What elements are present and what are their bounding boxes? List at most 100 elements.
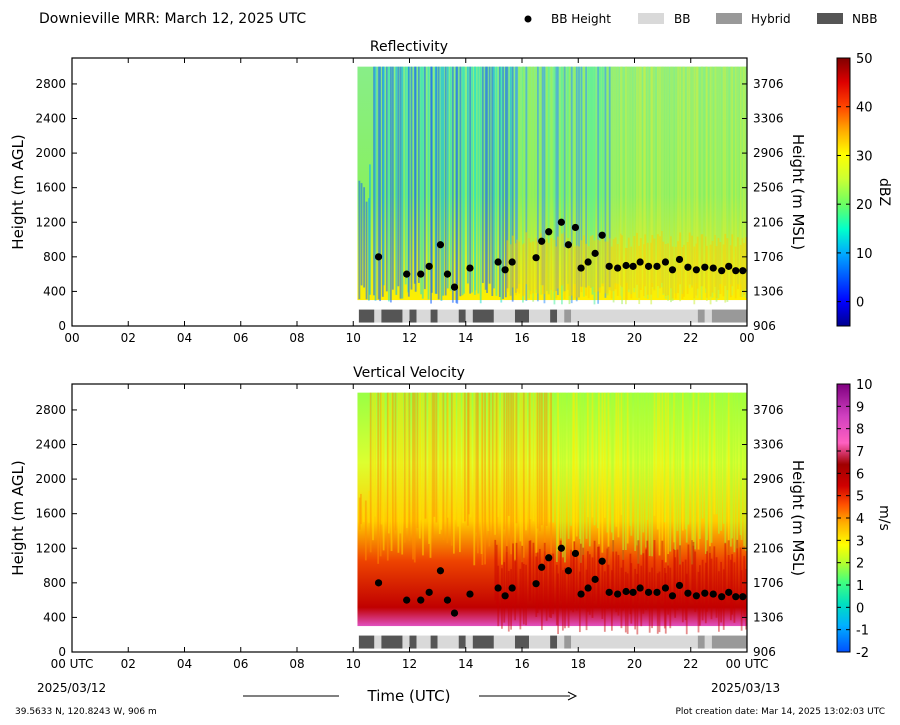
bb-height-point <box>629 588 637 596</box>
field-streak <box>505 392 508 553</box>
field-streak <box>504 66 507 298</box>
y-tick-label: 1600 <box>35 507 66 521</box>
field-streak <box>620 66 622 296</box>
field-streak <box>679 66 682 302</box>
field-streak-low <box>538 548 541 610</box>
field-streak-low <box>661 540 664 602</box>
reflectivity-field <box>357 66 747 305</box>
field-streak <box>481 392 484 565</box>
field-streak <box>374 392 377 517</box>
field-streak <box>433 392 436 517</box>
field-streak-low <box>617 555 620 616</box>
field-streak <box>555 66 558 291</box>
field-streak-low <box>536 241 539 294</box>
reflectivity-bb-type-bar <box>358 309 747 323</box>
field-streak <box>634 392 637 552</box>
field-streak <box>683 66 685 291</box>
field-streak <box>442 392 445 541</box>
field-streak <box>467 392 470 515</box>
field-streak-low <box>739 547 742 609</box>
field-streak-low <box>685 573 688 635</box>
y-tick-label-right: 3706 <box>753 77 784 91</box>
bb-height-point <box>692 592 700 600</box>
field-streak-low <box>717 571 720 632</box>
field-streak-low <box>509 244 512 297</box>
bb-height-point <box>718 267 726 275</box>
x-tick-label: 18 <box>571 657 586 671</box>
field-streak <box>561 392 564 558</box>
bb-height-point <box>591 575 599 583</box>
y-tick-label: 2000 <box>35 146 66 160</box>
x-tick-label: 20 <box>627 331 642 345</box>
field-streak-low <box>637 540 640 601</box>
field-streak-low <box>681 247 684 299</box>
bb-type-segment-nbb <box>409 635 417 649</box>
bb-height-point <box>605 588 613 596</box>
legend-dot-bb-height <box>524 15 532 23</box>
field-streak <box>681 66 684 294</box>
field-streak-low <box>620 567 623 629</box>
field-streak-low <box>543 242 546 294</box>
field-streak-low <box>625 247 627 300</box>
field-streak <box>401 392 404 555</box>
field-streak <box>438 392 441 534</box>
field-streak <box>424 392 427 519</box>
field-streak-low <box>593 240 596 293</box>
bb-height-point <box>739 267 747 275</box>
field-streak <box>437 66 440 300</box>
field-streak <box>536 66 539 302</box>
field-streak <box>670 66 672 303</box>
bb-height-point <box>425 588 433 596</box>
y-tick-label-right: 906 <box>753 319 776 333</box>
field-streak <box>474 66 477 291</box>
field-streak <box>662 66 665 295</box>
field-streak-low <box>572 551 575 613</box>
field-streak <box>637 392 640 564</box>
y-tick-label: 0 <box>58 319 66 333</box>
field-streak-low <box>507 571 510 632</box>
y-tick-label-right: 2506 <box>753 181 784 195</box>
field-streak <box>636 392 639 546</box>
bb-height-point <box>417 270 425 278</box>
field-streak <box>401 66 404 299</box>
bb-height-point <box>684 263 692 271</box>
field-streak <box>452 392 455 554</box>
field-streak-low <box>515 542 518 604</box>
xaxis-arrow-head <box>567 691 578 701</box>
x-tick-label: 16 <box>514 657 529 671</box>
bb-height-point <box>538 237 546 245</box>
colorbar-tick-label: 30 <box>856 149 873 164</box>
y-tick-label: 0 <box>58 645 66 659</box>
field-streak <box>491 392 494 538</box>
field-streak <box>404 66 407 285</box>
field-streak-low <box>568 243 571 296</box>
field-streak-low <box>673 548 676 610</box>
x-tick-label: 00 UTC <box>726 657 769 671</box>
field-streak <box>449 66 452 291</box>
figure-title: Downieville MRR: March 12, 2025 UTC <box>39 11 306 27</box>
y-tick-label: 2800 <box>35 403 66 417</box>
field-streak-low <box>664 573 667 634</box>
field-streak-low <box>722 569 725 630</box>
field-streak <box>701 66 704 287</box>
bb-type-segment-nbb <box>458 309 466 323</box>
colorbar-tick-label: 5 <box>856 490 864 505</box>
bb-type-segment-bb <box>437 309 459 323</box>
field-streak-low <box>501 568 503 629</box>
bb-type-segment-hybrid <box>697 635 705 649</box>
field-streak <box>598 66 601 288</box>
velocity-colorbar-ticks: -2 -1 0 1 2 3 4 5 6 7 8 9 10 <box>837 378 873 661</box>
field-streak <box>514 66 517 293</box>
field-streak <box>598 392 600 545</box>
field-streak <box>692 392 695 546</box>
field-streak <box>429 392 432 558</box>
field-streak <box>473 392 476 566</box>
y-tick-label-right: 906 <box>753 645 776 659</box>
field-streak-low <box>570 243 573 296</box>
field-streak <box>515 392 518 524</box>
x-tick-label: 12 <box>402 657 417 671</box>
y-tick-label-right: 3306 <box>753 438 784 452</box>
field-streak <box>694 392 697 550</box>
field-streak <box>369 164 371 295</box>
field-streak <box>726 66 729 302</box>
